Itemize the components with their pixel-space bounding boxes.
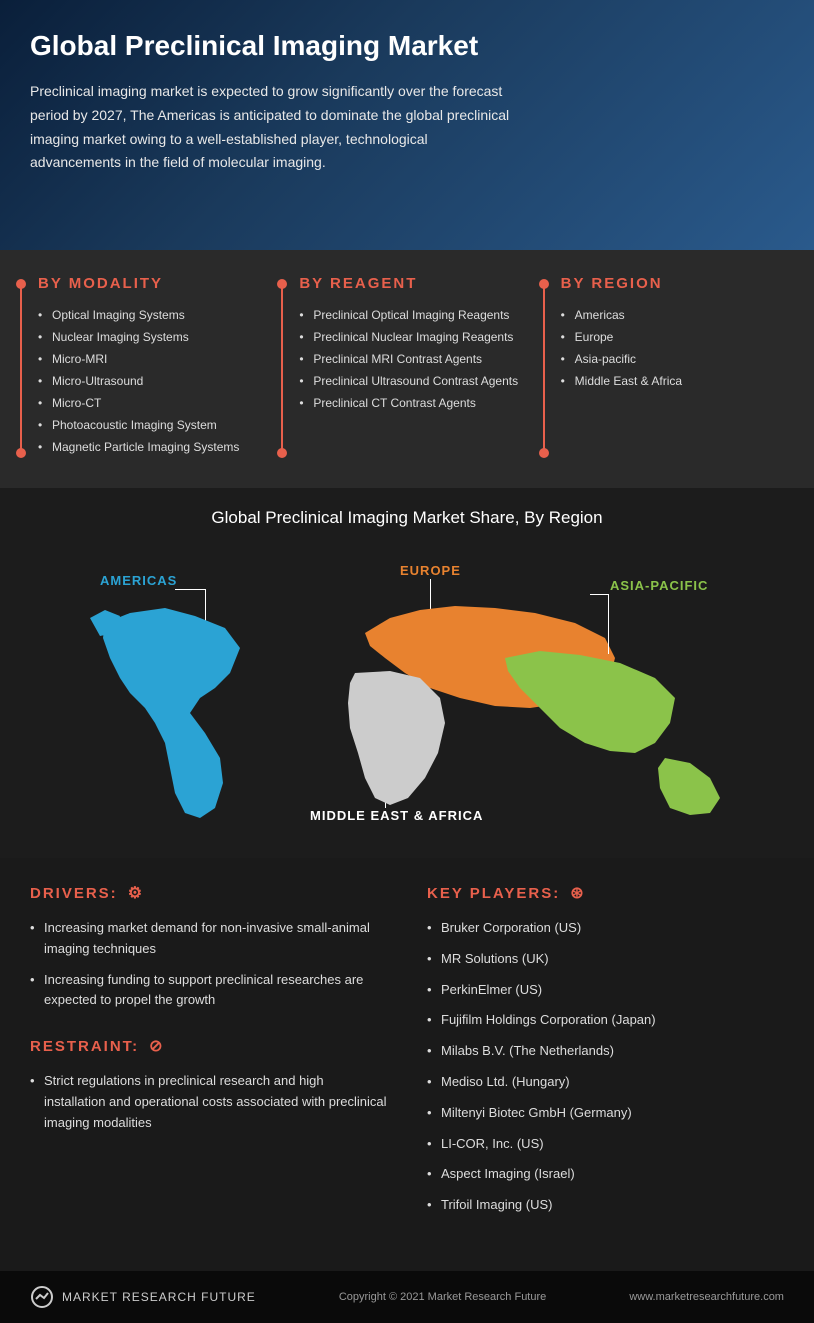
list-item: Preclinical MRI Contrast Agents bbox=[299, 348, 532, 370]
list-item: Photoacoustic Imaging System bbox=[38, 414, 271, 436]
list-item: Preclinical CT Contrast Agents bbox=[299, 392, 532, 414]
list-item: Middle East & Africa bbox=[561, 370, 794, 392]
list-item: LI-COR, Inc. (US) bbox=[427, 1129, 784, 1160]
drivers-list: Increasing market demand for non-invasiv… bbox=[30, 913, 387, 1016]
list-item: Strict regulations in preclinical resear… bbox=[30, 1066, 387, 1138]
logo-icon bbox=[30, 1285, 54, 1309]
left-column: DRIVERS: ⚙ Increasing market demand for … bbox=[30, 883, 387, 1241]
gear-icon: ⚙ bbox=[128, 883, 144, 903]
list-item: Preclinical Ultrasound Contrast Agents bbox=[299, 370, 532, 392]
list-item: Miltenyi Biotec GmbH (Germany) bbox=[427, 1098, 784, 1129]
asiapacific-shape bbox=[490, 643, 750, 823]
list-item: PerkinElmer (US) bbox=[427, 975, 784, 1006]
world-map: AMERICAS EUROPE ASIA-PACIFIC MIDDLE EAST… bbox=[0, 543, 814, 833]
list-item: Nuclear Imaging Systems bbox=[38, 326, 271, 348]
list-item: Asia-pacific bbox=[561, 348, 794, 370]
category-modality: BY MODALITY Optical Imaging Systems Nucl… bbox=[20, 275, 271, 458]
map-section: Global Preclinical Imaging Market Share,… bbox=[0, 488, 814, 858]
map-title: Global Preclinical Imaging Market Share,… bbox=[0, 508, 814, 528]
drivers-title: DRIVERS: ⚙ bbox=[30, 883, 387, 903]
category-title: BY REGION bbox=[561, 275, 794, 292]
page-title: Global Preclinical Imaging Market bbox=[30, 30, 784, 62]
list-item: Milabs B.V. (The Netherlands) bbox=[427, 1036, 784, 1067]
americas-shape bbox=[75, 598, 305, 828]
copyright-text: Copyright © 2021 Market Research Future bbox=[339, 1291, 546, 1303]
footer: MARKET RESEARCH FUTURE Copyright © 2021 … bbox=[0, 1271, 814, 1323]
keyplayers-list: Bruker Corporation (US) MR Solutions (UK… bbox=[427, 913, 784, 1221]
region-label-europe: EUROPE bbox=[400, 563, 461, 578]
footer-url: www.marketresearchfuture.com bbox=[629, 1291, 784, 1303]
list-item: Magnetic Particle Imaging Systems bbox=[38, 436, 271, 458]
footer-logo: MARKET RESEARCH FUTURE bbox=[30, 1285, 256, 1309]
list-item: Optical Imaging Systems bbox=[38, 304, 271, 326]
page-description: Preclinical imaging market is expected t… bbox=[30, 80, 510, 175]
category-region: BY REGION Americas Europe Asia-pacific M… bbox=[543, 275, 794, 458]
restraint-list: Strict regulations in preclinical resear… bbox=[30, 1066, 387, 1138]
drivers-label: DRIVERS: bbox=[30, 885, 118, 902]
header-section: Global Preclinical Imaging Market Precli… bbox=[0, 0, 814, 250]
list-item: Preclinical Optical Imaging Reagents bbox=[299, 304, 532, 326]
list-item: Fujifilm Holdings Corporation (Japan) bbox=[427, 1005, 784, 1036]
category-title: BY MODALITY bbox=[38, 275, 271, 292]
people-icon: ⊛ bbox=[570, 883, 585, 903]
restraint-title: RESTRAINT: ⊘ bbox=[30, 1036, 387, 1056]
lock-icon: ⊘ bbox=[149, 1036, 164, 1056]
list-item: Increasing funding to support preclinica… bbox=[30, 965, 387, 1017]
label-line bbox=[590, 594, 608, 595]
list-item: Aspect Imaging (Israel) bbox=[427, 1159, 784, 1190]
category-reagent: BY REAGENT Preclinical Optical Imaging R… bbox=[281, 275, 532, 458]
restraint-label: RESTRAINT: bbox=[30, 1038, 139, 1055]
list-item: Europe bbox=[561, 326, 794, 348]
category-list: Americas Europe Asia-pacific Middle East… bbox=[561, 304, 794, 392]
list-item: Micro-Ultrasound bbox=[38, 370, 271, 392]
list-item: Americas bbox=[561, 304, 794, 326]
categories-section: BY MODALITY Optical Imaging Systems Nucl… bbox=[0, 250, 814, 488]
mea-shape bbox=[320, 663, 470, 813]
bottom-section: DRIVERS: ⚙ Increasing market demand for … bbox=[0, 858, 814, 1271]
category-title: BY REAGENT bbox=[299, 275, 532, 292]
keyplayers-title: KEY PLAYERS: ⊛ bbox=[427, 883, 784, 903]
list-item: Bruker Corporation (US) bbox=[427, 913, 784, 944]
category-list: Optical Imaging Systems Nuclear Imaging … bbox=[38, 304, 271, 458]
label-line bbox=[175, 589, 205, 590]
list-item: MR Solutions (UK) bbox=[427, 944, 784, 975]
keyplayers-label: KEY PLAYERS: bbox=[427, 885, 560, 902]
category-list: Preclinical Optical Imaging Reagents Pre… bbox=[299, 304, 532, 414]
brand-text: MARKET RESEARCH FUTURE bbox=[62, 1290, 256, 1304]
list-item: Preclinical Nuclear Imaging Reagents bbox=[299, 326, 532, 348]
region-label-americas: AMERICAS bbox=[100, 573, 177, 588]
right-column: KEY PLAYERS: ⊛ Bruker Corporation (US) M… bbox=[427, 883, 784, 1241]
list-item: Micro-MRI bbox=[38, 348, 271, 370]
list-item: Increasing market demand for non-invasiv… bbox=[30, 913, 387, 965]
list-item: Trifoil Imaging (US) bbox=[427, 1190, 784, 1221]
region-label-asiapacific: ASIA-PACIFIC bbox=[610, 578, 708, 593]
list-item: Micro-CT bbox=[38, 392, 271, 414]
list-item: Mediso Ltd. (Hungary) bbox=[427, 1067, 784, 1098]
